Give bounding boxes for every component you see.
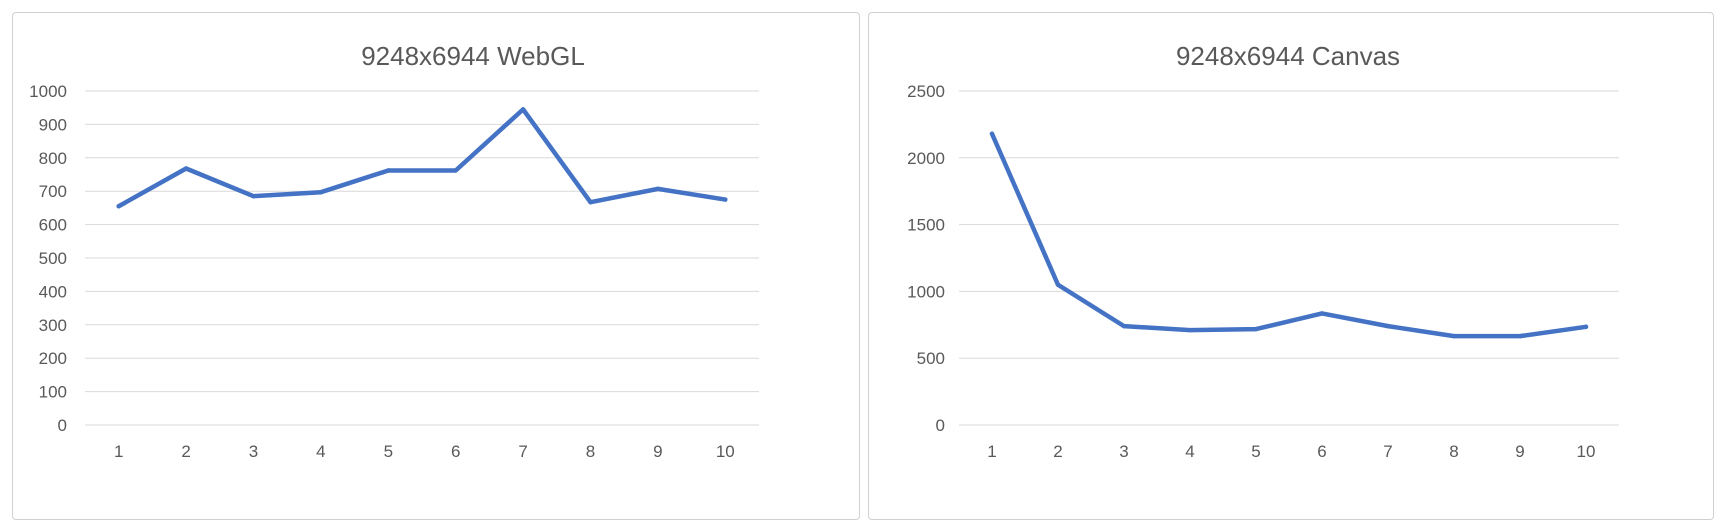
data-point — [588, 200, 593, 205]
data-point — [386, 168, 391, 173]
y-tick-label: 800 — [39, 149, 67, 168]
chart-panel-webgl: 9248x6944 WebGL 0 100 200 300 400 500 600 700 80… — [12, 12, 860, 520]
data-point — [1517, 333, 1523, 339]
data-point — [453, 168, 458, 173]
x-tick-label: 2 — [1053, 442, 1062, 461]
x-tick-label: 2 — [181, 442, 190, 461]
x-tick-label: 9 — [1515, 442, 1524, 461]
y-tick-label: 900 — [39, 115, 67, 134]
y-tick-label: 0 — [58, 416, 67, 435]
data-point — [251, 194, 256, 199]
data-point — [1187, 327, 1193, 333]
chart-title: 9248x6944 WebGL — [361, 41, 585, 71]
x-tick-label: 6 — [1317, 442, 1326, 461]
x-tick-label: 4 — [316, 442, 325, 461]
x-tick-label: 10 — [1577, 442, 1596, 461]
x-tick-label: 7 — [518, 442, 527, 461]
series-line-canvas — [989, 131, 1589, 339]
x-tick-label: 5 — [384, 442, 393, 461]
data-point — [116, 204, 121, 209]
data-point — [1253, 326, 1259, 332]
y-tick-label: 1000 — [907, 282, 945, 301]
series-line-webgl — [116, 107, 728, 209]
data-point — [1055, 282, 1061, 287]
x-tick-label: 3 — [1119, 442, 1128, 461]
data-point — [1121, 323, 1127, 329]
y-tick-label: 1500 — [907, 216, 945, 235]
chart-title: 9248x6944 Canvas — [1176, 41, 1400, 71]
x-tick-label: 1 — [987, 442, 996, 461]
y-tick-label: 300 — [39, 316, 67, 335]
y-tick-label: 2000 — [907, 149, 945, 168]
x-tick-label: 3 — [249, 442, 258, 461]
y-tick-label: 600 — [39, 216, 67, 235]
x-tick-label: 1 — [114, 442, 123, 461]
x-tick-label: 4 — [1185, 442, 1194, 461]
chart-panel-canvas: 9248x6944 Canvas 0 500 1000 1500 2000 2500 1 2… — [868, 12, 1714, 520]
y-tick-label: 700 — [39, 182, 67, 201]
y-tick-label: 1000 — [29, 82, 67, 101]
x-tick-label: 5 — [1251, 442, 1260, 461]
y-tick-label: 200 — [39, 349, 67, 368]
x-tick-label: 6 — [451, 442, 460, 461]
data-point — [1319, 311, 1325, 316]
data-point — [655, 186, 661, 192]
chart-canvas: 9248x6944 Canvas 0 500 1000 1500 2000 2500 1 2… — [907, 41, 1619, 461]
x-tick-label: 10 — [716, 442, 735, 461]
chart-webgl: 9248x6944 WebGL 0 100 200 300 400 500 600 700 80… — [29, 41, 759, 461]
x-tick-label: 7 — [1383, 442, 1392, 461]
y-tick-label: 400 — [39, 282, 67, 301]
x-tick-label: 8 — [586, 442, 595, 461]
data-point — [723, 197, 728, 202]
y-tick-label: 500 — [39, 249, 67, 268]
y-tick-label: 2500 — [907, 82, 945, 101]
data-point — [318, 190, 324, 195]
y-tick-label: 500 — [917, 349, 945, 368]
data-point — [1385, 323, 1391, 329]
y-tick-label: 0 — [936, 416, 945, 435]
data-point — [1583, 324, 1589, 330]
x-tick-label: 9 — [653, 442, 662, 461]
data-point — [520, 107, 526, 112]
y-tick-label: 100 — [39, 383, 67, 402]
data-point — [183, 166, 189, 171]
data-point — [1451, 333, 1457, 339]
x-tick-label: 8 — [1449, 442, 1458, 461]
data-point — [989, 131, 995, 136]
